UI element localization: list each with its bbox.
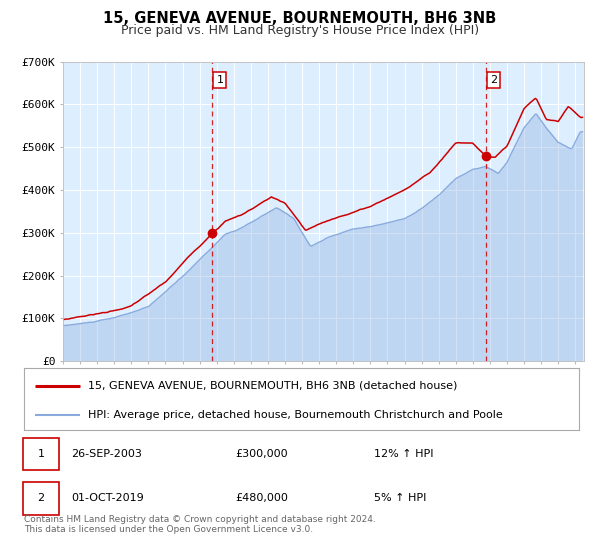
Text: This data is licensed under the Open Government Licence v3.0.: This data is licensed under the Open Gov… [24, 525, 313, 534]
Text: Contains HM Land Registry data © Crown copyright and database right 2024.: Contains HM Land Registry data © Crown c… [24, 515, 376, 524]
Text: 5% ↑ HPI: 5% ↑ HPI [374, 493, 426, 503]
Text: 15, GENEVA AVENUE, BOURNEMOUTH, BH6 3NB (detached house): 15, GENEVA AVENUE, BOURNEMOUTH, BH6 3NB … [88, 381, 457, 391]
Text: 1: 1 [37, 449, 44, 459]
Text: 1: 1 [217, 75, 223, 85]
Text: 26-SEP-2003: 26-SEP-2003 [71, 449, 142, 459]
Text: £300,000: £300,000 [235, 449, 287, 459]
Text: 12% ↑ HPI: 12% ↑ HPI [374, 449, 433, 459]
Text: 01-OCT-2019: 01-OCT-2019 [71, 493, 144, 503]
Text: HPI: Average price, detached house, Bournemouth Christchurch and Poole: HPI: Average price, detached house, Bour… [88, 410, 503, 419]
Text: £480,000: £480,000 [235, 493, 288, 503]
Text: 15, GENEVA AVENUE, BOURNEMOUTH, BH6 3NB: 15, GENEVA AVENUE, BOURNEMOUTH, BH6 3NB [103, 11, 497, 26]
Text: 2: 2 [490, 75, 497, 85]
FancyBboxPatch shape [23, 437, 59, 470]
Text: 2: 2 [37, 493, 44, 503]
FancyBboxPatch shape [23, 482, 59, 515]
Text: Price paid vs. HM Land Registry's House Price Index (HPI): Price paid vs. HM Land Registry's House … [121, 24, 479, 36]
